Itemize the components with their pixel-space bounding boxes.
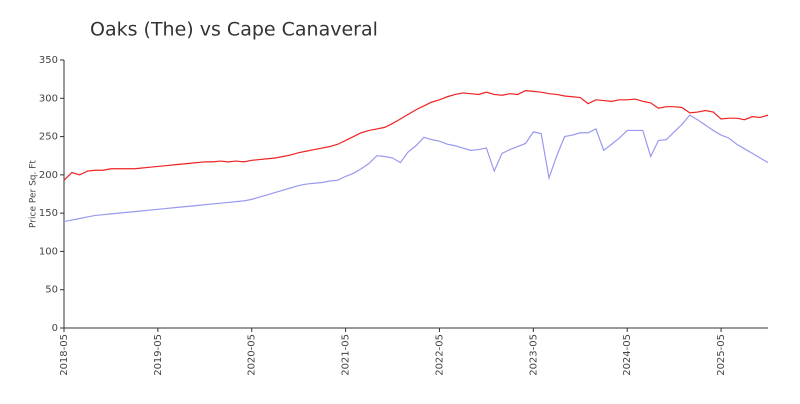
y-tick-label: 200 (39, 170, 58, 181)
y-axis-label: Price Per Sq. Ft (29, 160, 39, 228)
y-tick-label: 0 (52, 323, 58, 334)
x-tick-label: 2025-05 (716, 334, 727, 376)
line-series (63, 114, 769, 223)
x-tick-label: 2019-05 (153, 334, 164, 376)
x-tick-label: 2022-05 (434, 334, 445, 376)
x-tick-label: 2021-05 (341, 334, 352, 376)
y-tick-label: 150 (39, 208, 58, 219)
y-tick-label: 250 (39, 132, 58, 143)
x-tick-label: 2020-05 (247, 334, 258, 376)
y-tick-label: 350 (39, 55, 58, 66)
y-tick-label: 100 (39, 246, 58, 257)
x-tick-label: 2024-05 (622, 334, 633, 376)
y-tick-label: 50 (45, 285, 58, 296)
line-series (63, 90, 769, 181)
x-tick-label: 2023-05 (528, 334, 539, 376)
y-tick-label: 300 (39, 93, 58, 104)
chart-title: Oaks (The) vs Cape Canaveral (90, 19, 378, 41)
x-tick-label: 2018-05 (59, 334, 70, 376)
